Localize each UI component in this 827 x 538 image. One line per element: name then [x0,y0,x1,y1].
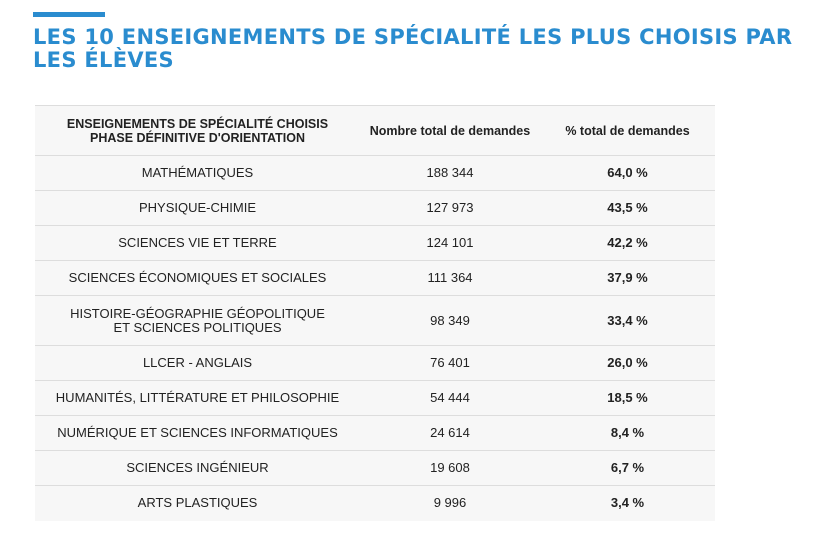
count-cell: 76 401 [360,345,540,381]
count-cell: 188 344 [360,155,540,191]
header-pct: % total de demandes [540,105,715,156]
pct-cell: 18,5 % [540,380,715,416]
subject-cell: LLCER - ANGLAIS [35,345,360,381]
count-cell: 24 614 [360,415,540,451]
subject-cell: PHYSIQUE-CHIMIE [35,190,360,226]
subject-line1: HISTOIRE-GÉOGRAPHIE GÉOPOLITIQUE [70,305,325,321]
subject-cell: SCIENCES ÉCONOMIQUES ET SOCIALES [35,260,360,296]
subject-cell: MATHÉMATIQUES [35,155,360,191]
subject-cell: SCIENCES VIE ET TERRE [35,225,360,261]
pct-cell: 64,0 % [540,155,715,191]
pct-cell: 42,2 % [540,225,715,261]
pct-cell: 37,9 % [540,260,715,296]
pct-cell: 6,7 % [540,450,715,486]
pct-cell: 33,4 % [540,295,715,346]
subject-cell: HISTOIRE-GÉOGRAPHIE GÉOPOLITIQUE ET SCIEN… [35,295,360,346]
pct-cell: 43,5 % [540,190,715,226]
table-header-row: ENSEIGNEMENTS DE SPÉCIALITÉ CHOISIS PHASE… [35,105,715,156]
subject-cell: HUMANITÉS, LITTÉRATURE ET PHILOSOPHIE [35,380,360,416]
table-row: NUMÉRIQUE ET SCIENCES INFORMATIQUES 24 6… [35,415,715,451]
table-row: SCIENCES VIE ET TERRE 124 101 42,2 % [35,225,715,261]
count-cell: 98 349 [360,295,540,346]
count-cell: 9 996 [433,495,467,511]
title-accent-bar [33,12,105,17]
subject-cell: ARTS PLASTIQUES [137,495,258,511]
table-row: SCIENCES ÉCONOMIQUES ET SOCIALES 111 364… [35,260,715,296]
header-count: Nombre total de demandes [360,105,540,156]
table-row: ARTS PLASTIQUES 9 996 3,4 % [35,486,715,521]
count-cell: 111 364 [360,260,540,296]
table-row: HISTOIRE-GÉOGRAPHIE GÉOPOLITIQUE ET SCIEN… [35,295,715,346]
subject-line2: ET SCIENCES POLITIQUES [113,319,282,335]
count-cell: 124 101 [360,225,540,261]
page-title: LES 10 ENSEIGNEMENTS DE SPÉCIALITÉ LES P… [33,25,793,72]
header-subject-line1: ENSEIGNEMENTS DE SPÉCIALITÉ CHOISIS [66,116,329,131]
pct-cell: 3,4 % [610,495,645,511]
subject-cell: SCIENCES INGÉNIEUR [35,450,360,486]
pct-cell: 26,0 % [540,345,715,381]
header-subject-line2: PHASE DÉFINITIVE D'ORIENTATION [89,130,306,145]
subject-cell: NUMÉRIQUE ET SCIENCES INFORMATIQUES [35,415,360,451]
table-row: LLCER - ANGLAIS 76 401 26,0 % [35,345,715,381]
count-cell: 19 608 [360,450,540,486]
header-subject: ENSEIGNEMENTS DE SPÉCIALITÉ CHOISIS PHASE… [35,105,360,156]
table-row: SCIENCES INGÉNIEUR 19 608 6,7 % [35,450,715,486]
pct-cell: 8,4 % [540,415,715,451]
table-row: HUMANITÉS, LITTÉRATURE ET PHILOSOPHIE 54… [35,380,715,416]
count-cell: 127 973 [360,190,540,226]
table-row: MATHÉMATIQUES 188 344 64,0 % [35,155,715,191]
specialties-table: ENSEIGNEMENTS DE SPÉCIALITÉ CHOISIS PHASE… [35,105,715,521]
count-cell: 54 444 [360,380,540,416]
table-row: PHYSIQUE-CHIMIE 127 973 43,5 % [35,190,715,226]
